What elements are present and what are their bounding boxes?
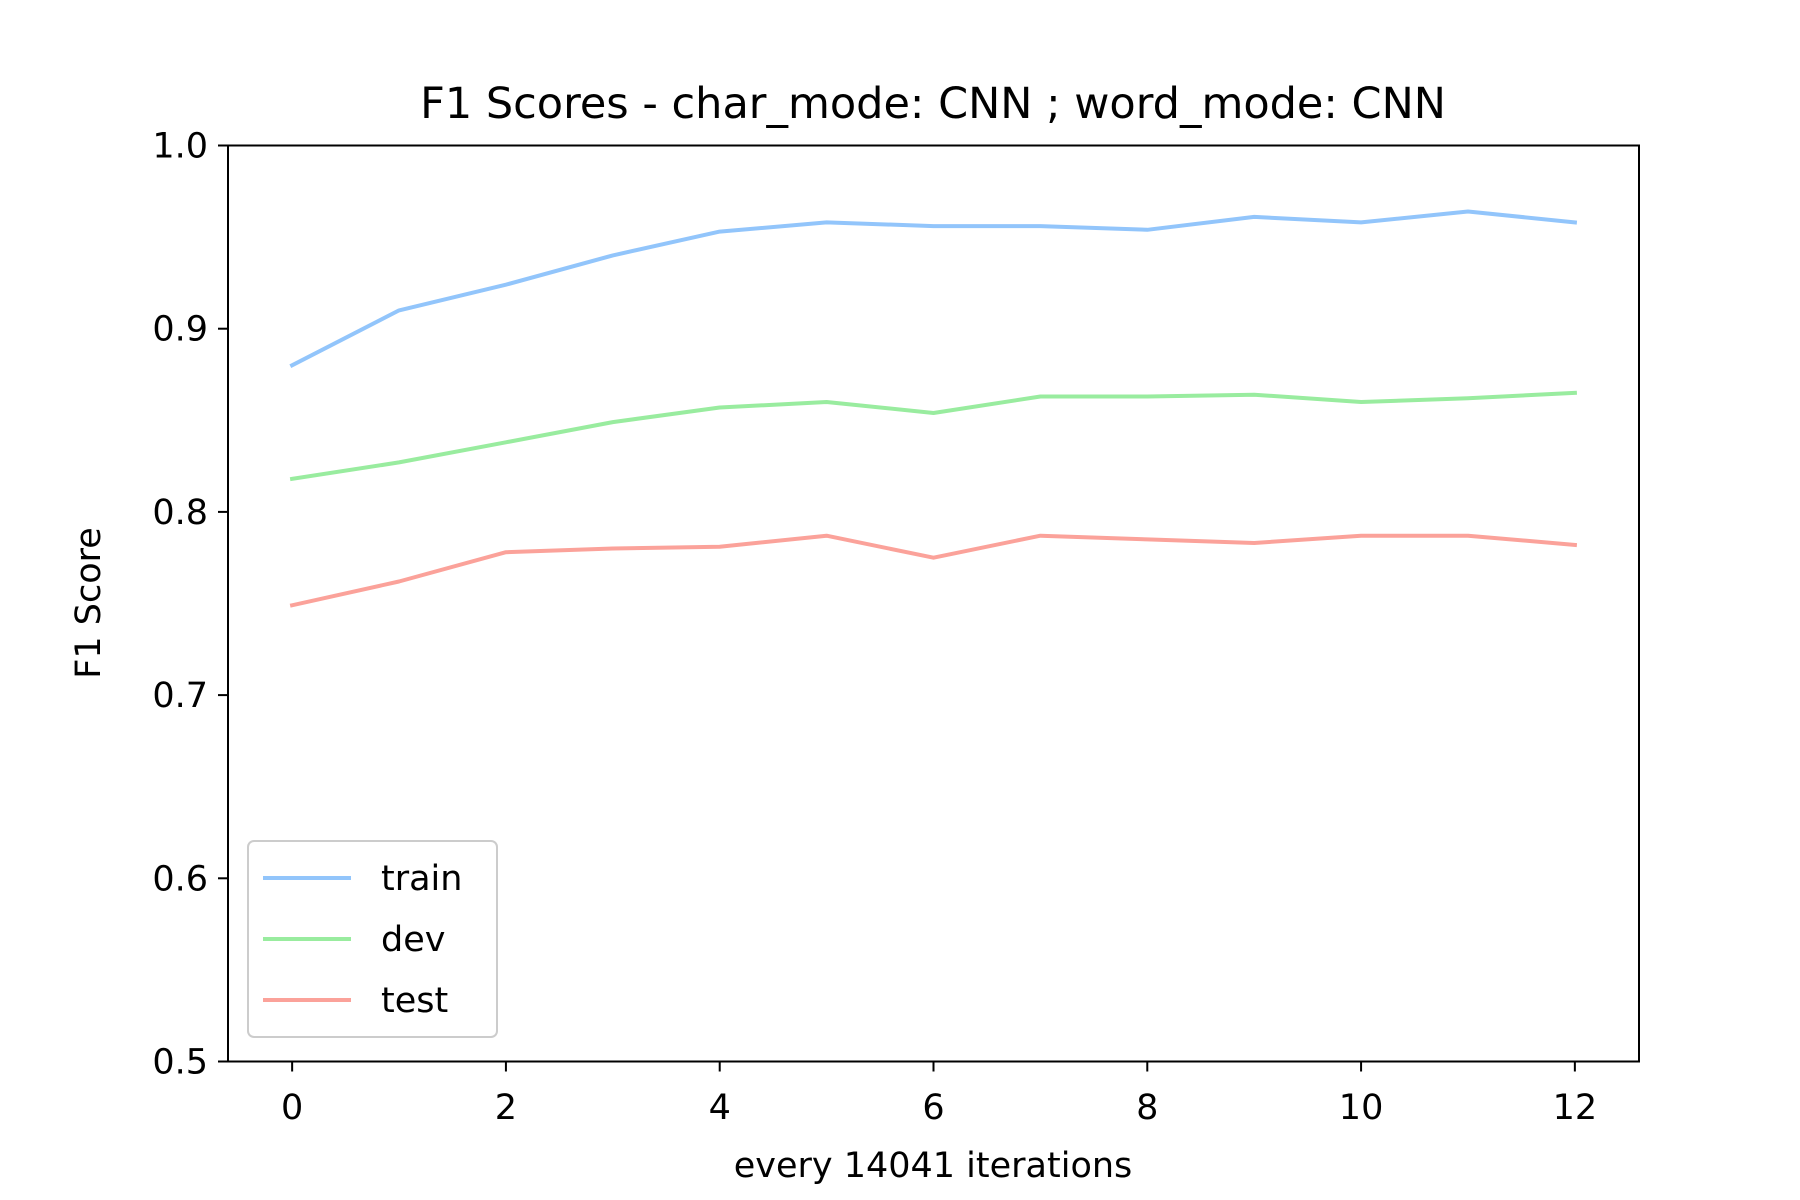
y-tick-label: 0.9 <box>152 310 208 350</box>
legend-label-train: train <box>381 859 462 899</box>
x-tick-label: 10 <box>1339 1088 1384 1128</box>
legend-entries: train dev test <box>263 859 462 1021</box>
x-tick-label: 12 <box>1553 1088 1598 1128</box>
y-tick-label: 0.7 <box>152 676 208 716</box>
y-axis-label: F1 Score <box>69 527 109 679</box>
x-axis: 0 2 4 6 8 10 12 <box>281 1061 1598 1128</box>
y-tick-label: 0.5 <box>152 1043 208 1083</box>
x-tick-label: 2 <box>495 1088 517 1128</box>
series-line-dev <box>289 390 1578 482</box>
series-line-train <box>289 209 1578 368</box>
series-layer <box>289 209 1578 608</box>
y-axis: 0.5 0.6 0.7 0.8 0.9 1.0 <box>152 127 228 1083</box>
legend-label-test: test <box>381 981 448 1021</box>
plot-area <box>227 144 1640 1063</box>
y-tick-label: 0.6 <box>152 859 208 899</box>
x-tick-label: 0 <box>281 1088 303 1128</box>
series-line-test <box>289 533 1578 608</box>
y-tick-label: 1.0 <box>152 127 208 167</box>
x-tick-label: 4 <box>709 1088 731 1128</box>
legend-label-dev: dev <box>381 920 445 960</box>
chart-title: F1 Scores - char_mode: CNN ; word_mode: … <box>420 79 1446 129</box>
y-tick-label: 0.8 <box>152 493 208 533</box>
legend: train dev test <box>247 840 498 1038</box>
legend-box <box>247 840 498 1038</box>
x-tick-label: 6 <box>922 1088 944 1128</box>
x-tick-label: 8 <box>1136 1088 1158 1128</box>
x-axis-label: every 14041 iterations <box>734 1146 1133 1186</box>
